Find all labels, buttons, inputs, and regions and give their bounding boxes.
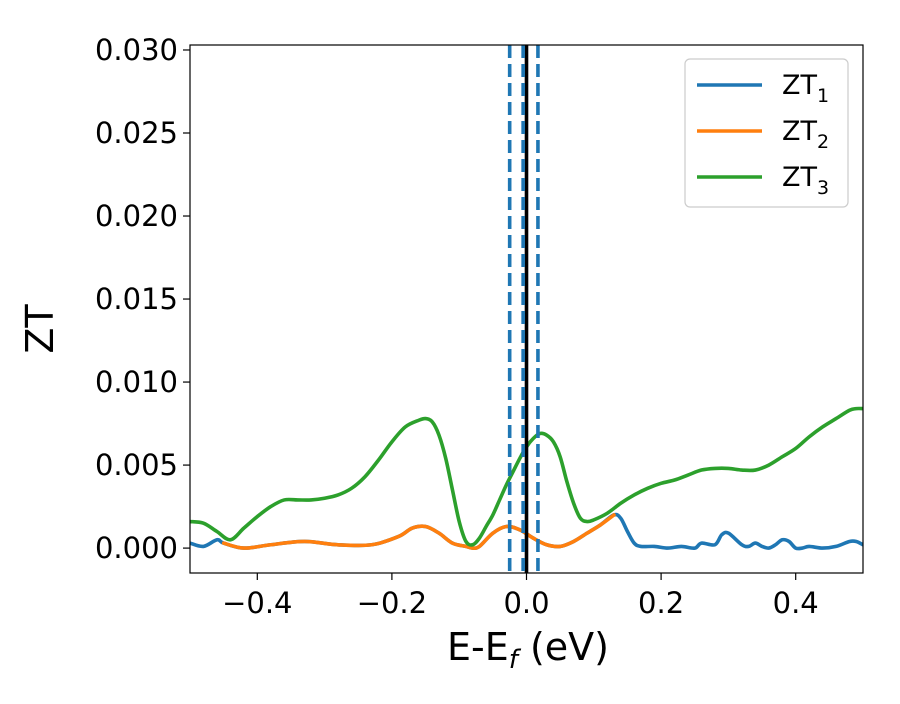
x-axis-label-main: E-E [447, 625, 509, 669]
x-tick-label: 0.0 [503, 586, 549, 620]
x-axis-label: E-Ef (eV) [447, 625, 609, 675]
y-axis-label: ZT [18, 304, 62, 354]
x-tick-label: 0.2 [638, 586, 684, 620]
y-tick-label: 0.030 [95, 33, 178, 67]
y-tick-label: 0.015 [95, 282, 178, 316]
x-tick-label: −0.2 [357, 586, 427, 620]
x-axis-label-unit: (eV) [518, 625, 609, 669]
x-tick-label: −0.4 [222, 586, 292, 620]
y-tick-label: 0.020 [95, 199, 178, 233]
plot-area [190, 45, 863, 573]
legend: ZT1 ZT2 ZT3 [684, 58, 849, 208]
series-line-zt3 [190, 406, 863, 547]
y-tick-label: 0.005 [95, 448, 178, 482]
series-line-zt2 [221, 513, 616, 551]
legend-box [684, 58, 849, 208]
legend-label-zt3: ZT3 [782, 162, 829, 199]
y-tick-label: 0.010 [95, 365, 178, 399]
x-tick-label: 0.4 [773, 586, 819, 620]
y-tick-label: 0.025 [95, 116, 178, 150]
axis-ticks: −0.4 −0.2 0.0 0.2 0.4 0.000 0.005 0.010 0.015 0.0… [95, 33, 819, 620]
legend-label-zt1: ZT1 [782, 70, 829, 107]
y-tick-label: 0.000 [95, 531, 178, 565]
legend-label-zt2: ZT2 [782, 116, 829, 153]
